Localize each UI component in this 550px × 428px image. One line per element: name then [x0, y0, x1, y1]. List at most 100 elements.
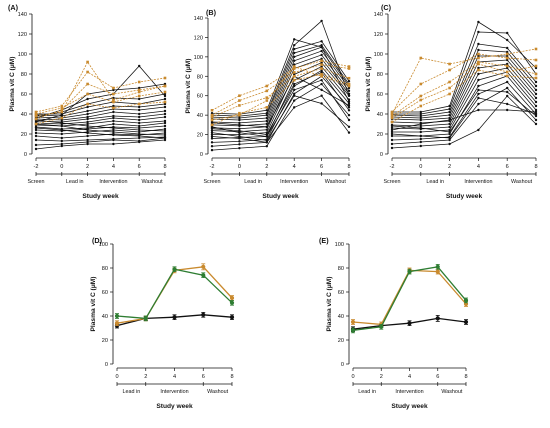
panel-e: (E) 0 20 40 60 80 100 Plasma vit C (μM) 0 2 4 6 8 Lea…: [319, 236, 469, 410]
highlight-point: [534, 72, 538, 76]
highlight-point: [419, 82, 423, 86]
highlight-point: [347, 65, 351, 68]
y-tick-label: 100: [18, 52, 27, 58]
highlight-series-line: [35, 71, 166, 113]
data-point: [477, 96, 480, 100]
data-point: [34, 126, 38, 130]
data-point: [265, 112, 268, 115]
phase-label: Lead in: [123, 389, 141, 395]
highlight-series-line: [211, 64, 350, 116]
highlight-point: [505, 70, 509, 74]
data-point: [86, 138, 89, 142]
data-point: [448, 107, 451, 111]
data-point: [320, 65, 323, 68]
data-point: [238, 143, 241, 146]
data-point: [320, 61, 323, 64]
data-point: [419, 140, 422, 144]
series-line: [211, 79, 350, 137]
highlight-point: [34, 112, 38, 116]
x-tick-label: 8: [464, 374, 467, 380]
data-point: [112, 137, 115, 141]
data-point: [506, 46, 509, 50]
series-line: [211, 95, 350, 143]
data-point: [293, 92, 296, 95]
data-point: [347, 109, 351, 112]
data-point: [210, 112, 214, 115]
data-point: [534, 96, 538, 100]
highlight-point: [238, 113, 241, 117]
highlight-point: [112, 100, 115, 104]
data-point: [477, 66, 480, 70]
data-point: [293, 106, 296, 109]
data-point: [320, 49, 323, 53]
data-point: [477, 48, 480, 52]
data-point: [86, 112, 89, 116]
series-line: [35, 132, 166, 139]
highlight-point: [320, 73, 323, 76]
highlight-point: [419, 94, 423, 98]
highlight-point: [34, 114, 38, 118]
data-point: [86, 124, 89, 128]
data-point: [34, 147, 38, 151]
data-point: [435, 269, 440, 274]
highlight-point: [265, 96, 269, 99]
data-point: [210, 137, 214, 140]
data-point: [163, 115, 167, 119]
phase-label: Washout: [142, 179, 164, 185]
data-point: [163, 92, 167, 96]
highlight-point: [34, 110, 38, 114]
data-point: [320, 40, 323, 43]
data-point: [265, 141, 268, 144]
x-axis-label: Study week: [82, 193, 119, 200]
phase-label: Washout: [441, 389, 463, 395]
data-point: [320, 88, 323, 92]
highlight-point: [534, 64, 538, 68]
series-line: [392, 75, 537, 137]
y-axis-label: Plasma vit C (μM): [185, 59, 192, 114]
data-point: [534, 122, 538, 126]
highlight-point: [477, 56, 480, 60]
y-tick-label: 20: [338, 338, 344, 344]
data-point: [163, 109, 167, 113]
phase-label: Lead in: [426, 179, 444, 185]
data-point: [347, 94, 351, 97]
y-tick-label: 20: [21, 132, 27, 138]
data-point: [86, 109, 89, 113]
x-tick-label: 4: [112, 164, 115, 170]
series-line: [211, 95, 350, 141]
data-point: [265, 109, 268, 112]
data-point: [34, 143, 38, 147]
data-point: [238, 146, 241, 150]
data-point: [506, 50, 509, 54]
data-point: [238, 116, 241, 120]
highlight-point: [505, 74, 509, 78]
data-point: [320, 78, 323, 82]
series-line: [211, 83, 350, 151]
data-point: [112, 116, 115, 120]
data-point: [60, 118, 63, 122]
highlight-point: [265, 89, 269, 93]
highlight-point: [112, 92, 115, 96]
highlight-point: [534, 58, 538, 62]
data-point: [435, 264, 440, 269]
highlight-point: [390, 110, 394, 114]
y-tick-label: 40: [377, 112, 383, 118]
data-point: [534, 112, 538, 116]
data-point: [477, 84, 480, 88]
highlight-point: [86, 92, 89, 96]
data-point: [293, 38, 296, 41]
series-line: [211, 66, 350, 139]
x-axis-label: Study week: [391, 403, 428, 410]
y-tick-label: 80: [21, 72, 27, 78]
data-point: [112, 88, 115, 92]
x-tick-label: 0: [238, 164, 241, 170]
data-point: [419, 122, 422, 126]
highlight-point: [347, 82, 351, 86]
highlight-point: [448, 68, 451, 72]
data-point: [320, 82, 323, 86]
data-point: [138, 134, 141, 138]
series-line: [391, 87, 537, 145]
data-point: [390, 132, 394, 136]
phase-label: Screen: [203, 179, 220, 185]
